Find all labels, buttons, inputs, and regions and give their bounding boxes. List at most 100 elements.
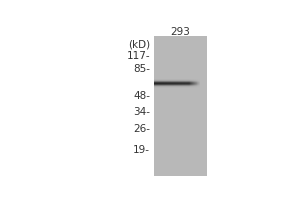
Bar (171, 83, 172, 84)
Bar (189, 81, 190, 82)
Bar (182, 82, 183, 83)
Bar (164, 83, 165, 84)
Bar (166, 82, 167, 83)
Bar (174, 82, 175, 83)
Bar (169, 85, 170, 86)
Bar (197, 86, 198, 87)
Bar (165, 81, 166, 82)
Bar (163, 82, 164, 83)
Bar (156, 82, 157, 83)
Bar (190, 86, 191, 87)
Bar (182, 87, 183, 88)
Bar (195, 81, 196, 82)
Bar (183, 82, 184, 83)
Bar (185, 80, 186, 81)
Bar (199, 83, 200, 84)
Bar (160, 85, 161, 86)
Bar (158, 86, 159, 87)
Bar (181, 85, 182, 86)
Bar (176, 79, 177, 80)
Bar (175, 87, 176, 88)
Bar (179, 80, 180, 81)
Bar (155, 82, 156, 83)
Bar (162, 85, 163, 86)
Bar (195, 79, 196, 80)
Bar (199, 87, 200, 88)
Bar (165, 84, 166, 85)
Bar (160, 87, 161, 88)
Bar (198, 83, 199, 84)
Bar (165, 87, 166, 88)
Bar (166, 87, 167, 88)
Bar (195, 80, 196, 81)
Bar (169, 82, 170, 83)
Bar (194, 85, 195, 86)
Bar (187, 86, 188, 87)
Bar (169, 87, 170, 88)
Bar (188, 80, 189, 81)
Bar (158, 82, 159, 83)
Bar (164, 81, 165, 82)
Bar (175, 80, 176, 81)
Bar (171, 80, 172, 81)
Bar (186, 87, 187, 88)
Bar (168, 86, 169, 87)
Bar (193, 84, 194, 85)
Bar (167, 79, 168, 80)
Bar (198, 82, 199, 83)
Bar (192, 84, 193, 85)
Bar (154, 79, 155, 80)
Bar (174, 85, 175, 86)
Bar (196, 83, 197, 84)
Bar (172, 85, 173, 86)
Bar (156, 81, 157, 82)
Bar (179, 87, 180, 88)
Bar (174, 80, 175, 81)
Bar (163, 83, 164, 84)
Bar (168, 80, 169, 81)
Bar (161, 81, 162, 82)
Bar (180, 87, 181, 88)
Bar (182, 83, 183, 84)
Bar (166, 80, 167, 81)
Bar (191, 87, 192, 88)
Bar (191, 79, 192, 80)
Bar (159, 85, 160, 86)
Bar (154, 36, 207, 176)
Bar (168, 82, 169, 83)
Bar (177, 79, 178, 80)
Bar (197, 81, 198, 82)
Bar (187, 82, 188, 83)
Bar (155, 86, 156, 87)
Bar (181, 87, 182, 88)
Bar (173, 86, 174, 87)
Bar (157, 83, 158, 84)
Bar (174, 81, 175, 82)
Bar (192, 82, 193, 83)
Bar (195, 85, 196, 86)
Bar (191, 80, 192, 81)
Bar (193, 83, 194, 84)
Bar (161, 86, 162, 87)
Bar (180, 85, 181, 86)
Bar (192, 79, 193, 80)
Bar (196, 87, 197, 88)
Bar (181, 86, 182, 87)
Bar (176, 82, 177, 83)
Bar (175, 84, 176, 85)
Bar (183, 84, 184, 85)
Bar (194, 82, 195, 83)
Bar (163, 87, 164, 88)
Bar (161, 82, 162, 83)
Bar (164, 82, 165, 83)
Bar (196, 86, 197, 87)
Bar (184, 79, 185, 80)
Bar (193, 85, 194, 86)
Bar (168, 81, 169, 82)
Bar (161, 79, 162, 80)
Bar (167, 86, 168, 87)
Bar (183, 79, 184, 80)
Bar (187, 81, 188, 82)
Bar (174, 79, 175, 80)
Bar (169, 83, 170, 84)
